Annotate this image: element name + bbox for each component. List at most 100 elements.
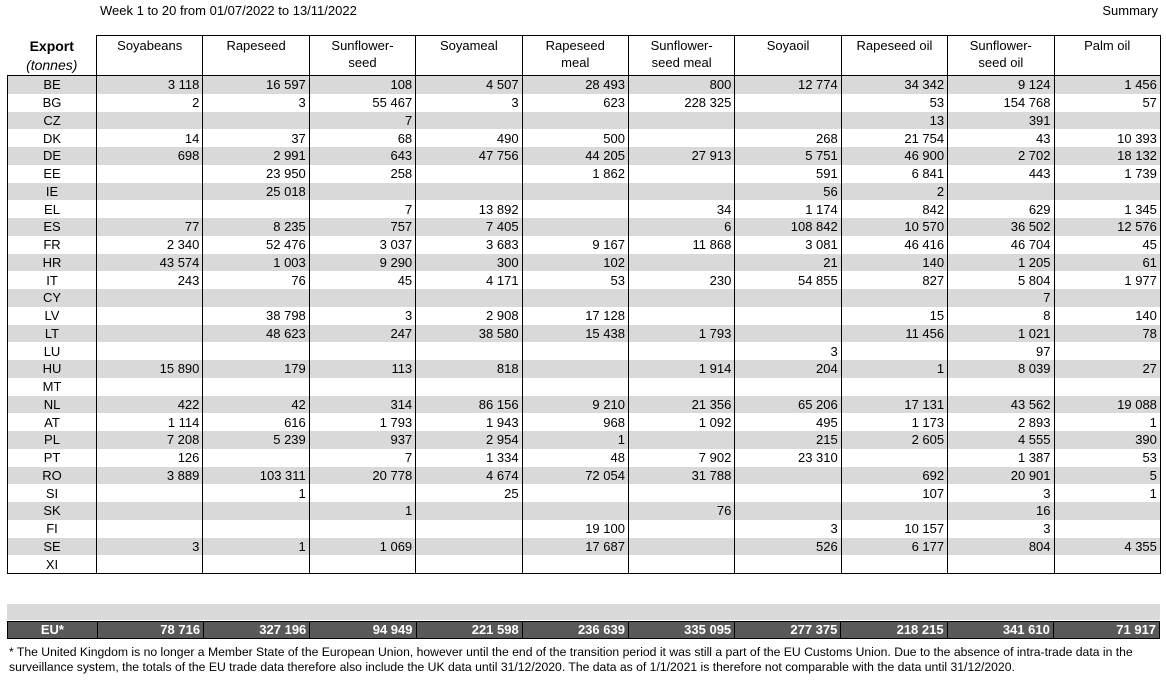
- export-table: Export (tonnes) Soyabeans Rapeseed Sunflow…: [7, 35, 1161, 575]
- table-cell: 17 131: [840, 395, 949, 414]
- table-cell: 21: [734, 253, 842, 272]
- table-cell: 10 570: [840, 218, 949, 236]
- table-row: PL 7 208 5 239 937 2 954 1 215 2 605 4 555 390: [7, 431, 1161, 449]
- table-row: AT 1 114 616 1 793 1 943 968 1 092 495 1 173 2 89…: [7, 413, 1161, 431]
- table-cell: 15 890: [95, 360, 204, 378]
- table-cell: 215: [734, 431, 842, 449]
- table-cell: [415, 537, 523, 556]
- table-cell: 443: [947, 164, 1055, 183]
- table-cell: 7 902: [627, 448, 736, 467]
- table-cell: [202, 555, 310, 575]
- table-cell: [734, 555, 842, 575]
- country-code: NL: [7, 395, 97, 414]
- table-cell: 17 128: [521, 306, 629, 325]
- table-cell: 937: [308, 431, 417, 449]
- table-cell: 23 310: [734, 448, 842, 467]
- table-row: PT 126 7 1 334 48 7 902 23 310 1 387 53: [7, 448, 1161, 467]
- table-row: SE 3 1 1 069 17 687 526 6 177 804 4 355: [7, 537, 1161, 556]
- table-cell: 10 157: [840, 519, 949, 538]
- table-cell: [202, 502, 310, 520]
- table-cell: [1053, 502, 1161, 520]
- column-header-line: Sunflower-: [969, 38, 1032, 53]
- table-cell: [202, 200, 310, 218]
- column-header-line: Soyaoil: [766, 38, 810, 53]
- table-cell: 4 171: [415, 271, 523, 289]
- table-cell: 500: [521, 129, 629, 147]
- table-cell: 53: [840, 93, 949, 112]
- table-cell: [521, 200, 629, 218]
- table-cell: 390: [1053, 431, 1161, 449]
- table-cell: [415, 289, 523, 307]
- table-cell: 314: [308, 395, 417, 414]
- table-cell: [308, 377, 417, 396]
- table-cell: [202, 377, 310, 396]
- table-cell: 31 788: [627, 466, 736, 485]
- eu-total-label: EU*: [40, 622, 64, 637]
- table-body: BE 3 118 16 597 108 4 507 28 493 800 12 774 34 3…: [7, 74, 1161, 575]
- table-cell: 3 037: [308, 235, 417, 254]
- table-cell: 11 868: [627, 235, 736, 254]
- table-cell: 629: [947, 200, 1055, 218]
- table-cell: 42: [202, 395, 310, 414]
- table-cell: 12 576: [1053, 218, 1161, 236]
- country-code: IE: [7, 182, 97, 201]
- table-cell: 43 562: [947, 395, 1055, 414]
- table-cell: 3: [947, 484, 1055, 502]
- table-cell: 4 507: [415, 74, 523, 94]
- table-cell: 391: [947, 111, 1055, 130]
- table-cell: [627, 164, 736, 183]
- table-cell: 140: [840, 253, 949, 272]
- eu-total-value: 94 949: [309, 622, 415, 638]
- table-cell: 2 702: [947, 147, 1055, 165]
- table-cell: 21 754: [840, 129, 949, 147]
- table-cell: 48: [521, 448, 629, 467]
- table-cell: 1: [840, 360, 949, 378]
- table-cell: 258: [308, 164, 417, 183]
- table-cell: 53: [1053, 448, 1161, 467]
- table-cell: 72 054: [521, 466, 629, 485]
- table-cell: 18 132: [1053, 147, 1161, 165]
- column-header: Sunflower-seed meal: [627, 35, 736, 76]
- table-cell: [1053, 289, 1161, 307]
- table-cell: [415, 342, 523, 360]
- table-cell: 103 311: [202, 466, 310, 485]
- table-cell: [627, 253, 736, 272]
- table-cell: 2 893: [947, 413, 1055, 431]
- table-cell: 9 290: [308, 253, 417, 272]
- country-code: AT: [7, 413, 97, 431]
- table-cell: 46 416: [840, 235, 949, 254]
- table-cell: 300: [415, 253, 523, 272]
- table-row: BE 3 118 16 597 108 4 507 28 493 800 12 774 34 3…: [7, 74, 1161, 94]
- table-cell: 43: [947, 129, 1055, 147]
- table-cell: [1053, 519, 1161, 538]
- table-cell: 7: [308, 200, 417, 218]
- table-cell: [202, 519, 310, 538]
- country-code: ES: [7, 218, 97, 236]
- table-cell: 5: [1053, 466, 1161, 485]
- table-cell: 36 502: [947, 218, 1055, 236]
- table-cell: 268: [734, 129, 842, 147]
- country-code: BG: [7, 93, 97, 112]
- table-row: CY 7: [7, 289, 1161, 307]
- table-cell: [308, 182, 417, 201]
- table-cell: 45: [308, 271, 417, 289]
- spacer-row: [7, 604, 1160, 620]
- table-cell: [95, 519, 204, 538]
- table-cell: [840, 377, 949, 396]
- table-cell: 12 774: [734, 74, 842, 94]
- report-period: Week 1 to 20 from 01/07/2022 to 13/11/20…: [100, 3, 357, 18]
- table-cell: [627, 377, 736, 396]
- table-row: SI 1 25 107 3 1: [7, 484, 1161, 502]
- table-cell: [627, 431, 736, 449]
- column-header-line: Palm oil: [1084, 38, 1131, 53]
- table-cell: [627, 129, 736, 147]
- table-cell: 1 334: [415, 448, 523, 467]
- eu-total-value: 221 598: [415, 622, 522, 638]
- column-header-line: seed oil: [978, 55, 1024, 70]
- table-cell: 20 901: [947, 466, 1055, 485]
- table-cell: 3: [734, 519, 842, 538]
- table-cell: [627, 537, 736, 556]
- table-cell: 19 100: [521, 519, 629, 538]
- table-cell: 21 356: [627, 395, 736, 414]
- table-cell: [415, 502, 523, 520]
